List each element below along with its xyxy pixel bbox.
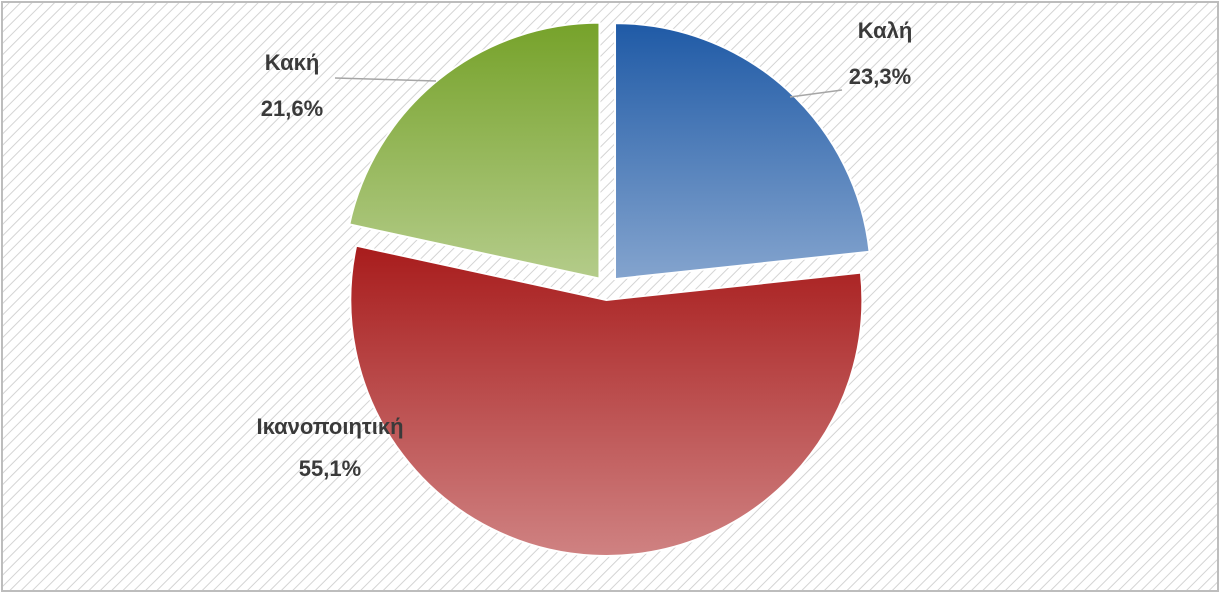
leader-line xyxy=(334,77,437,82)
slice-label: Ικανοποιητική xyxy=(256,414,403,439)
slice-value-label: 21,6% xyxy=(261,96,323,121)
slice-value-label: 23,3% xyxy=(849,64,911,89)
pie-slice xyxy=(614,22,871,281)
pie-slice xyxy=(349,244,864,557)
slice-label: Κακή xyxy=(265,50,320,75)
slice-label: Καλή xyxy=(858,18,913,43)
pie-slice xyxy=(348,21,601,280)
leader-line xyxy=(789,89,843,98)
slice-value-label: 55,1% xyxy=(299,456,361,481)
